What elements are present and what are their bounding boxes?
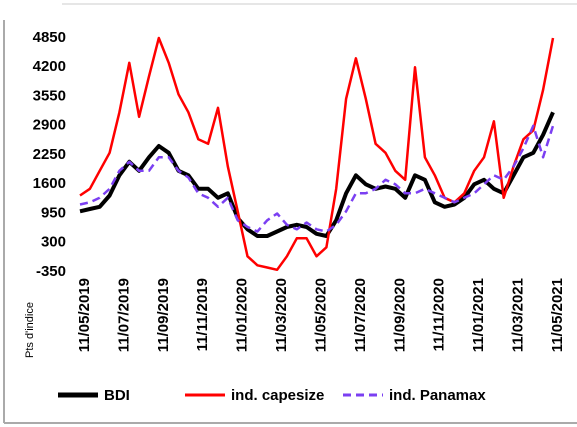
x-tick-label: 11/03/2021 <box>510 278 527 352</box>
y-tick-label: 950 <box>41 204 66 221</box>
x-tick-label: 11/05/2019 <box>76 278 93 352</box>
y-tick-label: -350 <box>36 263 66 280</box>
x-tick-label: 11/05/2020 <box>312 278 329 352</box>
y-axis-label: Pts d'indice <box>24 302 36 358</box>
y-tick-label: 2250 <box>33 146 66 163</box>
y-tick-label: 4200 <box>33 58 66 75</box>
legend-label: ind. capesize <box>231 387 324 404</box>
y-tick-label: 300 <box>41 234 66 251</box>
legend-label: BDI <box>104 387 130 404</box>
line-series <box>79 36 555 272</box>
line-series <box>79 124 555 233</box>
x-tick-label: 11/05/2021 <box>549 278 566 352</box>
x-tick-label: 11/07/2020 <box>352 278 369 352</box>
x-tick-label: 11/09/2020 <box>391 278 408 352</box>
legend-label: ind. Panamax <box>389 387 486 404</box>
x-tick-label: 11/11/2019 <box>194 278 211 351</box>
x-tick-label: 11/09/2019 <box>155 278 172 352</box>
x-tick-label: 11/11/2020 <box>431 278 448 351</box>
line-series <box>79 111 555 238</box>
x-tick-label: 11/01/2020 <box>234 278 251 352</box>
y-tick-label: 2900 <box>33 117 66 134</box>
y-tick-label: 1600 <box>33 175 66 192</box>
x-tick-label: 11/01/2021 <box>470 278 487 352</box>
x-tick-label: 11/07/2019 <box>115 278 132 352</box>
y-tick-label: 4850 <box>33 29 66 46</box>
y-tick-label: 3550 <box>33 87 66 104</box>
x-tick-label: 11/03/2020 <box>273 278 290 352</box>
